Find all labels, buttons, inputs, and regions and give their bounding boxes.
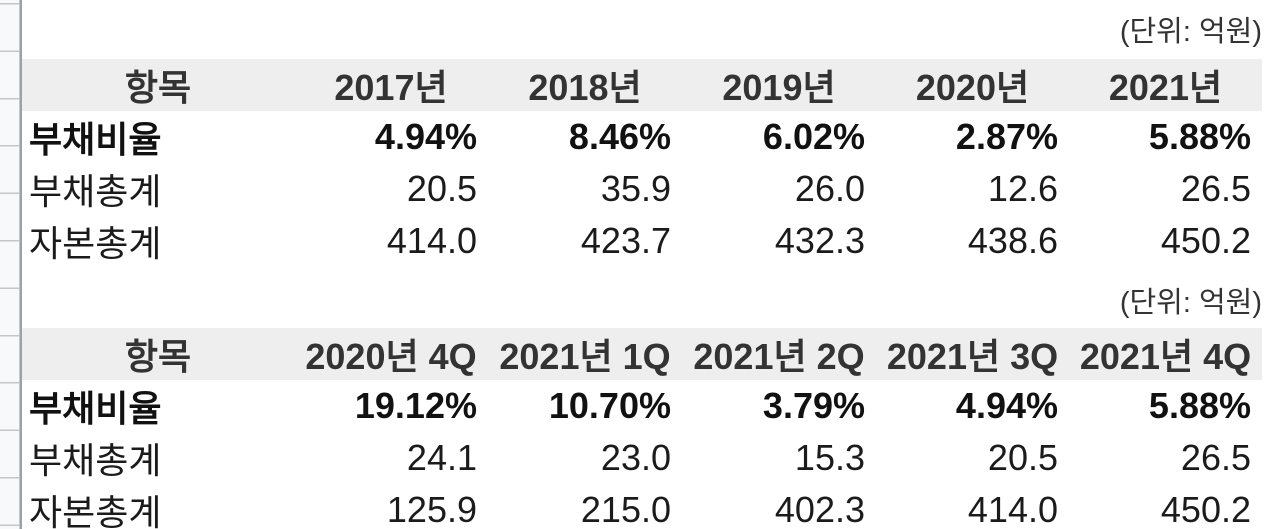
value-cell[interactable]: 4.94% (374, 116, 477, 157)
table-row-total-debt: 부채총계 24.1 23.0 15.3 20.5 26.5 (22, 432, 1262, 484)
header-cell-2020-4q[interactable]: 2020년 4Q (294, 328, 488, 380)
table-row-total-equity: 자본총계 414.0 423.7 432.3 438.6 450.2 (22, 215, 1262, 267)
value-cell[interactable]: 414.0 (386, 220, 477, 261)
header-cell-item[interactable]: 항목 (22, 59, 294, 111)
table-header-row: 항목 2017년 2018년 2019년 2020년 2021년 (22, 59, 1262, 111)
value-cell[interactable]: 450.2 (1160, 489, 1251, 529)
row-label-cell[interactable]: 자본총계 (29, 492, 162, 529)
value-cell[interactable]: 125.9 (386, 489, 477, 529)
value-cell[interactable]: 3.79% (762, 385, 865, 426)
table-row-total-equity: 자본총계 125.9 215.0 402.3 414.0 450.2 (22, 484, 1262, 529)
header-cell-item[interactable]: 항목 (22, 328, 294, 380)
row-label-cell[interactable]: 부채비율 (29, 388, 162, 429)
sheet-content: (단위: 억원) 항목 2017년 2018년 2019년 2020년 2021… (22, 0, 1262, 529)
row-label-cell[interactable]: 자본총계 (29, 223, 162, 264)
table-row-debt-ratio: 부채비율 19.12% 10.70% 3.79% 4.94% 5.88% (22, 380, 1262, 432)
spreadsheet-row-gridlines (0, 0, 20, 529)
header-cell-2021-2q[interactable]: 2021년 2Q (682, 328, 876, 380)
value-cell[interactable]: 12.6 (987, 168, 1058, 209)
value-cell[interactable]: 20.5 (406, 168, 477, 209)
value-cell[interactable]: 4.94% (955, 385, 1058, 426)
row-label-cell[interactable]: 부채비율 (29, 119, 162, 160)
value-cell[interactable]: 26.5 (1180, 168, 1251, 209)
header-cell-2018[interactable]: 2018년 (488, 59, 682, 111)
row-label-cell[interactable]: 부채총계 (29, 171, 162, 212)
unit-label-annual: (단위: 억원) (1119, 16, 1262, 48)
value-cell[interactable]: 432.3 (774, 220, 865, 261)
value-cell[interactable]: 26.0 (794, 168, 865, 209)
grid-divider-line (20, 0, 22, 529)
value-cell[interactable]: 20.5 (987, 437, 1058, 478)
value-cell[interactable]: 19.12% (354, 385, 477, 426)
row-label-cell[interactable]: 부채총계 (29, 440, 162, 481)
table-row-total-debt: 부채총계 20.5 35.9 26.0 12.6 26.5 (22, 163, 1262, 215)
header-cell-2021[interactable]: 2021년 (1069, 59, 1262, 111)
value-cell[interactable]: 438.6 (967, 220, 1058, 261)
value-cell[interactable]: 5.88% (1148, 116, 1251, 157)
value-cell[interactable]: 23.0 (600, 437, 671, 478)
header-cell-2021-3q[interactable]: 2021년 3Q (876, 328, 1069, 380)
value-cell[interactable]: 423.7 (580, 220, 671, 261)
value-cell[interactable]: 8.46% (568, 116, 671, 157)
quarterly-debt-ratio-table: 항목 2020년 4Q 2021년 1Q 2021년 2Q 2021년 3Q 2… (22, 328, 1262, 529)
value-cell[interactable]: 2.87% (955, 116, 1058, 157)
table-header-row: 항목 2020년 4Q 2021년 1Q 2021년 2Q 2021년 3Q 2… (22, 328, 1262, 380)
value-cell[interactable]: 5.88% (1148, 385, 1251, 426)
table-row-debt-ratio: 부채비율 4.94% 8.46% 6.02% 2.87% 5.88% (22, 111, 1262, 163)
header-cell-2020[interactable]: 2020년 (876, 59, 1069, 111)
header-cell-2021-1q[interactable]: 2021년 1Q (488, 328, 682, 380)
header-cell-2019[interactable]: 2019년 (682, 59, 876, 111)
value-cell[interactable]: 35.9 (600, 168, 671, 209)
annual-debt-ratio-table: 항목 2017년 2018년 2019년 2020년 2021년 부채비율 4.… (22, 59, 1262, 267)
value-cell[interactable]: 414.0 (967, 489, 1058, 529)
value-cell[interactable]: 15.3 (794, 437, 865, 478)
header-cell-2021-4q[interactable]: 2021년 4Q (1069, 328, 1262, 380)
header-cell-2017[interactable]: 2017년 (294, 59, 488, 111)
value-cell[interactable]: 402.3 (774, 489, 865, 529)
value-cell[interactable]: 24.1 (406, 437, 477, 478)
value-cell[interactable]: 6.02% (762, 116, 865, 157)
unit-label-quarterly: (단위: 억원) (1119, 287, 1262, 319)
value-cell[interactable]: 26.5 (1180, 437, 1251, 478)
value-cell[interactable]: 10.70% (548, 385, 671, 426)
value-cell[interactable]: 450.2 (1160, 220, 1251, 261)
value-cell[interactable]: 215.0 (580, 489, 671, 529)
